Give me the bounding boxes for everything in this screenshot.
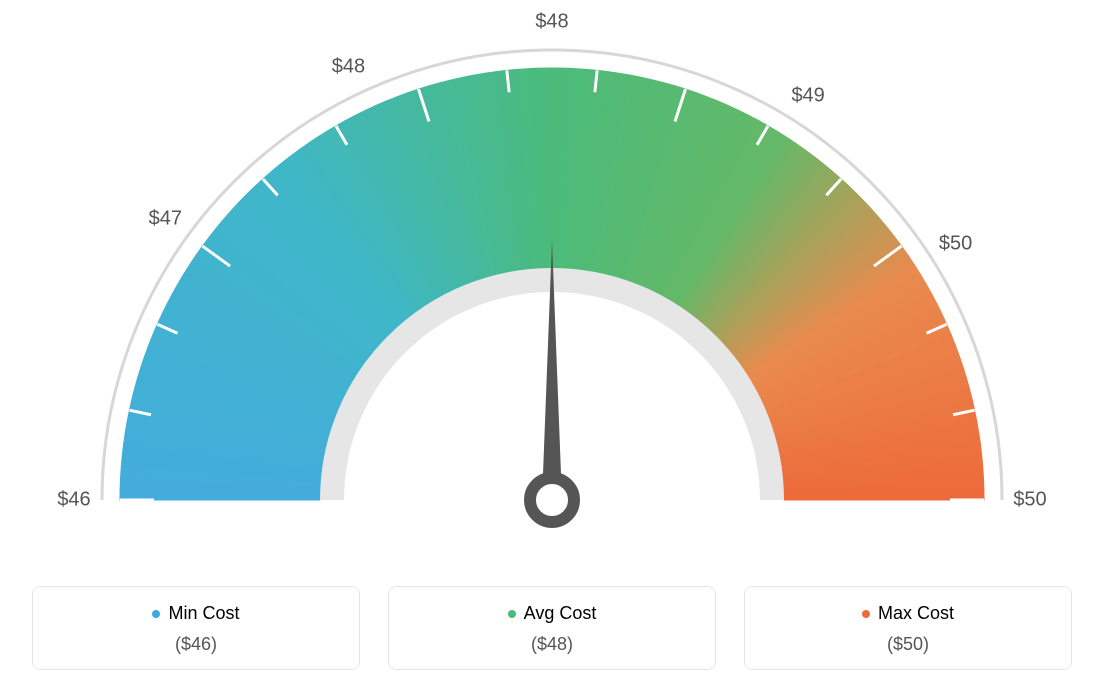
gauge-scale-label: $50 xyxy=(939,232,972,255)
legend-value-max: ($50) xyxy=(755,634,1061,655)
legend-title-min: Min Cost xyxy=(152,603,239,624)
gauge-scale-label: $46 xyxy=(57,489,90,512)
legend-label-min: Min Cost xyxy=(168,603,239,624)
gauge-scale-label: $47 xyxy=(149,208,182,231)
gauge-needle-hub xyxy=(530,478,574,522)
legend-box-avg: Avg Cost ($48) xyxy=(388,586,716,670)
gauge-scale-label: $50 xyxy=(1013,489,1046,512)
legend-dot-min xyxy=(152,610,160,618)
legend-label-max: Max Cost xyxy=(878,603,954,624)
gauge-scale-label: $48 xyxy=(535,11,568,34)
legend-dot-max xyxy=(862,610,870,618)
legend-title-avg: Avg Cost xyxy=(508,603,597,624)
legend-value-avg: ($48) xyxy=(399,634,705,655)
legend-dot-avg xyxy=(508,610,516,618)
legend-label-avg: Avg Cost xyxy=(524,603,597,624)
gauge-scale-label: $49 xyxy=(791,85,824,108)
legend-title-max: Max Cost xyxy=(862,603,954,624)
gauge-scale-label: $48 xyxy=(332,56,365,79)
legend-row: Min Cost ($46) Avg Cost ($48) Max Cost (… xyxy=(32,586,1072,670)
gauge-area: $46 $47 $48 $48 $49 $50 $50 xyxy=(0,0,1104,560)
legend-box-min: Min Cost ($46) xyxy=(32,586,360,670)
legend-box-max: Max Cost ($50) xyxy=(744,586,1072,670)
gauge-chart-container: { "gauge": { "type": "gauge", "center_x"… xyxy=(0,0,1104,690)
gauge-svg xyxy=(0,0,1104,560)
legend-value-min: ($46) xyxy=(43,634,349,655)
